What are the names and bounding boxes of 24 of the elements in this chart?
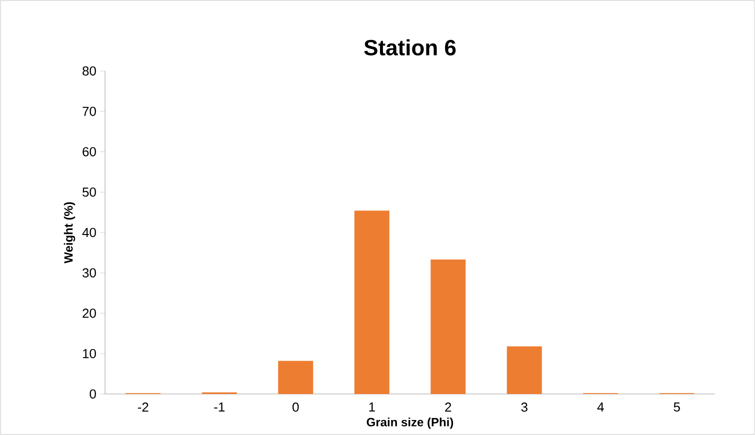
x-tick-label: 1 bbox=[369, 402, 375, 412]
y-tick-label: 30 bbox=[82, 268, 96, 278]
bar bbox=[430, 260, 466, 394]
x-tick-label: 5 bbox=[674, 402, 680, 412]
y-tick-label: 0 bbox=[90, 389, 96, 399]
x-axis-title: Grain size (Phi) bbox=[366, 418, 454, 429]
x-tick-label: 3 bbox=[521, 402, 528, 412]
y-axis-title: Weight (%) bbox=[64, 202, 76, 264]
y-tick-label: 70 bbox=[82, 106, 96, 116]
bar bbox=[278, 360, 314, 394]
bar bbox=[354, 210, 390, 394]
x-tick-label: 4 bbox=[597, 402, 604, 412]
y-tick-label: 40 bbox=[82, 228, 96, 238]
x-tick-label: -2 bbox=[138, 402, 148, 412]
x-tick-label: 2 bbox=[445, 402, 452, 412]
bar bbox=[506, 346, 542, 394]
y-tick-label: 60 bbox=[82, 147, 96, 156]
y-tick-label: 10 bbox=[83, 349, 96, 358]
x-tick-label: -1 bbox=[214, 402, 225, 412]
y-tick-label: 80 bbox=[82, 66, 96, 76]
x-tick-label: 0 bbox=[292, 402, 299, 412]
chart-title: Station 6 bbox=[364, 39, 456, 56]
y-tick-label: 50 bbox=[82, 188, 96, 197]
y-tick-label: 20 bbox=[82, 308, 96, 318]
